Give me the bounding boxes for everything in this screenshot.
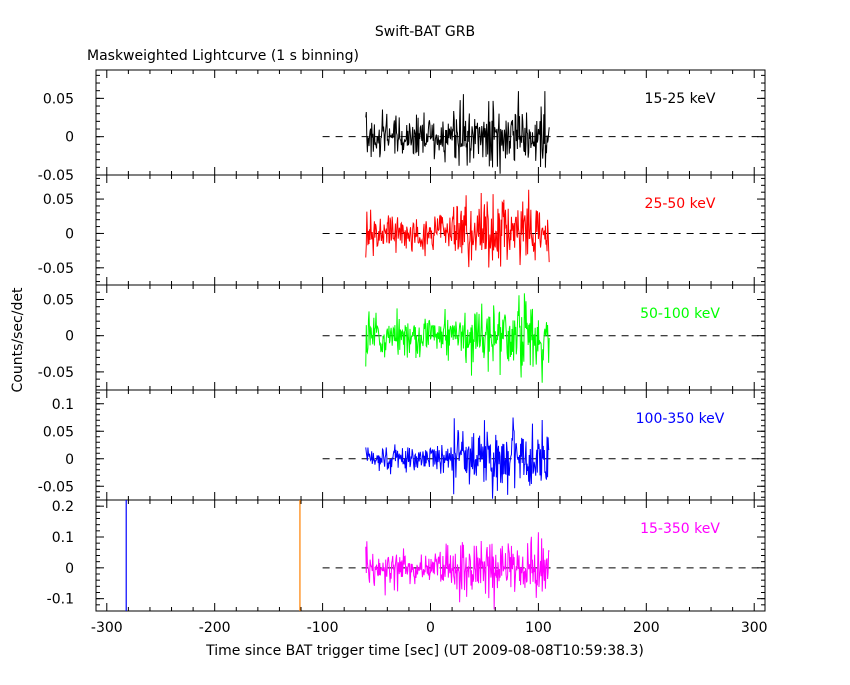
y-tick-label: 0.05: [43, 91, 74, 107]
panel-50-100-keV: -0.05 0 0.05 50-100 keV: [38, 284, 766, 391]
series-line: [365, 91, 550, 174]
x-tick-label: 300: [741, 620, 768, 636]
y-tick-label: -0.1: [47, 592, 74, 608]
y-tick-label: -0.05: [38, 365, 74, 381]
band-label: 15-25 keV: [645, 91, 716, 107]
y-tick-label: -0.05: [38, 168, 74, 184]
panel-frame: [95, 389, 766, 501]
x-tick-label: 200: [633, 620, 660, 636]
y-tick-label: 0: [65, 329, 74, 345]
x-tick-label: -200: [199, 620, 231, 636]
x-axis-label: Time since BAT trigger time [sec] (UT 20…: [205, 643, 644, 659]
series-line: [365, 417, 550, 499]
y-tick-label: 0: [65, 130, 74, 146]
y-tick-label: -0.05: [38, 479, 74, 495]
series-line: [365, 532, 550, 610]
y-tick-label: 0.05: [43, 424, 74, 440]
panel-15-25-keV: -0.05 0 0.05 15-25 keV: [38, 69, 766, 184]
y-tick-label: 0: [65, 226, 74, 242]
y-tick-label: 0.2: [52, 499, 74, 515]
y-tick-label: 0.1: [52, 397, 74, 413]
band-label: 25-50 keV: [645, 196, 716, 212]
panel-frame: [95, 69, 766, 176]
x-tick-label: 100: [525, 620, 552, 636]
y-tick-label: 0.1: [52, 530, 74, 546]
panel-25-50-keV: -0.05 0 0.05 25-50 keV: [38, 174, 766, 286]
band-label: 100-350 keV: [636, 411, 725, 427]
chart-title: Swift-BAT GRB: [375, 24, 475, 40]
chart-subtitle: Maskweighted Lightcurve (1 s binning): [87, 48, 359, 64]
y-tick-label: 0.05: [43, 292, 74, 308]
series-line: [365, 189, 550, 268]
x-tick-label: 0: [426, 620, 435, 636]
band-label: 15-350 keV: [640, 521, 720, 537]
panel-15-350-keV: -0.1 0 0.1 0.2 15-350 keV: [47, 499, 766, 612]
y-tick-label: 0: [65, 561, 74, 577]
y-tick-label: 0: [65, 452, 74, 468]
y-axis-label: Counts/sec/det: [10, 287, 26, 392]
x-tick-label: -300: [91, 620, 123, 636]
panel-frame: [95, 499, 766, 612]
x-tick-label: -100: [307, 620, 339, 636]
series-line: [365, 293, 550, 383]
y-tick-label: -0.05: [38, 261, 74, 277]
panel-100-350-keV: -0.05 0 0.05 0.1 100-350 keV: [38, 389, 766, 501]
y-tick-label: 0.05: [43, 192, 74, 208]
band-label: 50-100 keV: [640, 306, 720, 322]
